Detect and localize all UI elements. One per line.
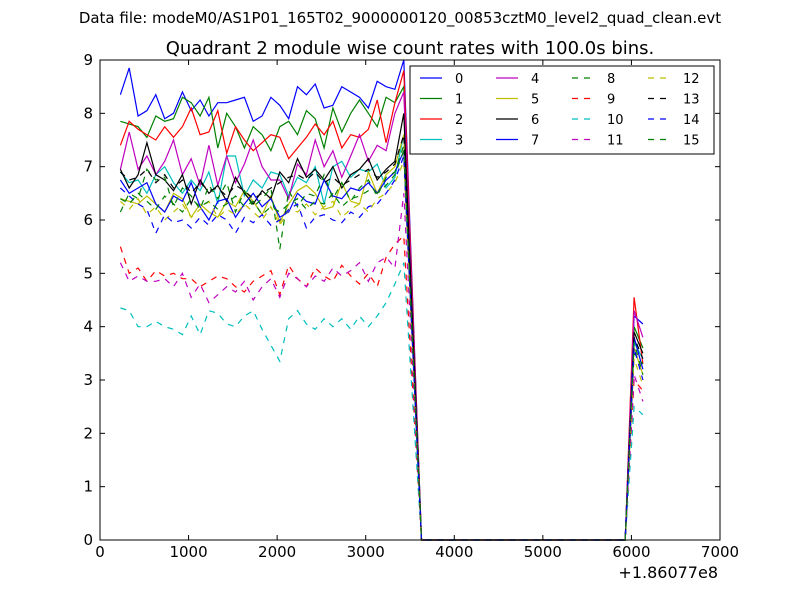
data-file-label: Data file: modeM0/AS1P01_165T02_90000001… [79, 9, 721, 28]
x-tick-label: 3000 [347, 543, 385, 561]
series-line-10 [120, 262, 644, 541]
series-line-1 [120, 84, 644, 541]
x-tick-label: 5000 [524, 543, 562, 561]
series-line-8 [119, 145, 644, 541]
legend-label-14: 14 [683, 113, 700, 128]
axes-frame [99, 59, 721, 541]
y-tick-label: 9 [83, 51, 93, 69]
series-line-2 [119, 70, 644, 541]
chart-title: Quadrant 2 module wise count rates with … [166, 38, 655, 59]
series-line-6 [119, 113, 644, 541]
plot-area: 0 1000 2000 3000 4000 5000 6000 700001234567890… [83, 51, 739, 561]
series-line-4 [119, 91, 644, 541]
series-line-14 [119, 155, 644, 541]
y-tick-label: 6 [83, 211, 93, 229]
legend-label-8: 8 [607, 72, 615, 87]
legend-label-3: 3 [455, 134, 463, 149]
legend-label-4: 4 [531, 72, 539, 87]
x-tick-label: 2000 [258, 543, 296, 561]
series-line-15 [120, 150, 644, 541]
series-line-11 [119, 193, 644, 541]
series-group [119, 59, 644, 541]
x-tick-label: 1000 [169, 543, 207, 561]
legend-label-2: 2 [455, 113, 463, 128]
y-tick-label: 2 [83, 424, 93, 442]
series-line-9 [119, 234, 644, 541]
legend-label-1: 1 [455, 93, 463, 108]
series-line-13 [119, 134, 644, 541]
legend-label-9: 9 [607, 93, 615, 108]
series-line-7 [119, 150, 644, 541]
y-tick-label: 0 [83, 531, 93, 549]
legend-label-5: 5 [531, 93, 539, 108]
legend-label-13: 13 [683, 93, 700, 108]
legend-label-6: 6 [531, 113, 539, 128]
x-tick-label: 6000 [612, 543, 650, 561]
x-tick-label: 7000 [701, 543, 739, 561]
legend-label-12: 12 [683, 72, 700, 87]
legend-label-11: 11 [607, 134, 624, 149]
series-line-5 [120, 134, 644, 541]
legend-label-10: 10 [607, 113, 624, 128]
x-axis-offset-label: +1.86077e8 [618, 563, 718, 582]
y-tick-label: 4 [83, 318, 93, 336]
y-tick-label: 7 [83, 158, 93, 176]
series-line-3 [119, 134, 644, 541]
legend-label-7: 7 [531, 134, 539, 149]
y-tick-label: 5 [83, 264, 93, 282]
y-tick-label: 8 [83, 104, 93, 122]
legend-label-15: 15 [683, 134, 700, 149]
y-tick-label: 3 [83, 371, 93, 389]
legend-label-0: 0 [455, 72, 463, 87]
x-tick-label: 4000 [435, 543, 473, 561]
y-tick-label: 1 [83, 478, 93, 496]
x-tick-label: 0 [95, 543, 105, 561]
series-line-0 [119, 59, 644, 541]
